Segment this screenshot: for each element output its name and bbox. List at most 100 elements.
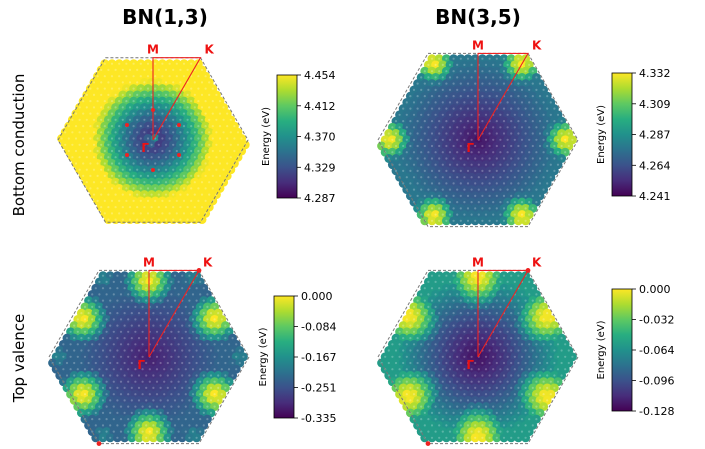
lattice-point	[459, 386, 462, 389]
lattice-point	[538, 324, 542, 327]
lattice-point	[517, 399, 520, 402]
lattice-point	[179, 193, 182, 196]
lattice-point	[466, 132, 470, 135]
lattice-point	[91, 305, 94, 308]
lattice-point	[535, 393, 538, 396]
lattice-point	[164, 156, 168, 159]
lattice-point	[488, 374, 491, 377]
lattice-point	[513, 163, 516, 166]
lattice-point	[119, 330, 123, 333]
lattice-point	[172, 131, 175, 134]
lattice-point	[535, 188, 538, 191]
lattice-point	[202, 399, 205, 402]
lattice-point	[164, 143, 168, 146]
lattice-point	[492, 201, 495, 204]
lattice-point	[463, 88, 466, 91]
lattice-point	[199, 405, 202, 408]
colorbar-tick-label: -0.167	[301, 351, 336, 364]
lattice-point	[420, 405, 423, 408]
lattice-point	[200, 118, 204, 121]
lattice-point	[154, 100, 157, 103]
lattice-point	[470, 355, 473, 358]
lattice-point	[528, 280, 531, 283]
lattice-point	[87, 361, 90, 365]
lattice-point	[141, 293, 144, 296]
lattice-point	[438, 169, 441, 172]
lattice-point	[182, 137, 186, 140]
lattice-point	[398, 113, 401, 116]
lattice-point	[441, 393, 444, 396]
lattice-point	[202, 299, 205, 302]
lattice-point	[420, 138, 423, 141]
lattice-point	[128, 206, 132, 209]
lattice-point	[76, 343, 79, 346]
colorbar-tick-label: 0.000	[301, 290, 333, 303]
gamma-label: Γ	[466, 141, 474, 155]
lattice-point	[204, 149, 207, 153]
lattice-point	[456, 76, 459, 79]
lattice-point	[470, 430, 473, 433]
lattice-point	[168, 199, 171, 202]
lattice-point	[242, 355, 245, 358]
lattice-point	[85, 181, 88, 184]
lattice-point	[213, 405, 216, 408]
lattice-point	[564, 138, 567, 141]
lattice-point	[100, 81, 103, 84]
lattice-point	[78, 156, 81, 159]
lattice-point	[524, 120, 527, 123]
lattice-point	[463, 368, 466, 371]
lattice-point	[423, 132, 426, 135]
colorbar-tick-label: -0.032	[639, 314, 674, 327]
lattice-point	[200, 93, 204, 96]
lattice-point	[89, 149, 92, 153]
lattice-point	[128, 193, 132, 196]
lattice-point	[438, 374, 441, 377]
lattice-point	[181, 312, 184, 315]
lattice-point	[438, 107, 441, 110]
lattice-point	[560, 337, 563, 340]
lattice-point	[64, 143, 67, 146]
lattice-point	[71, 118, 74, 121]
lattice-point	[199, 330, 202, 333]
lattice-point	[495, 120, 498, 123]
lattice-point	[229, 131, 232, 134]
lattice-point	[402, 107, 405, 110]
lattice-point	[191, 330, 195, 333]
column-title: BN(1,3)	[122, 5, 208, 29]
lattice-point	[118, 187, 121, 190]
lattice-point	[423, 144, 426, 148]
valley-marker	[151, 108, 155, 112]
lattice-point	[235, 343, 238, 346]
lattice-point	[441, 213, 444, 216]
lattice-point	[166, 312, 169, 315]
lattice-point	[218, 137, 222, 140]
lattice-point	[517, 374, 520, 377]
lattice-point	[145, 424, 148, 427]
lattice-point	[524, 424, 527, 427]
lattice-point	[118, 212, 121, 215]
lattice-point	[520, 380, 524, 383]
heatmap-cell	[492, 216, 502, 226]
lattice-point	[191, 393, 195, 396]
heatmap-cell	[192, 433, 202, 443]
lattice-point	[470, 213, 473, 216]
lattice-point	[118, 174, 121, 177]
lattice-point	[513, 213, 516, 216]
lattice-point	[430, 120, 434, 123]
lattice-point	[155, 368, 159, 371]
lattice-point	[110, 187, 114, 190]
lattice-point	[423, 182, 426, 185]
lattice-point	[402, 144, 405, 148]
lattice-point	[438, 411, 441, 414]
lattice-point	[492, 213, 495, 216]
lattice-point	[463, 76, 466, 79]
lattice-point	[430, 95, 434, 98]
lattice-point	[125, 174, 128, 177]
colorbar-gradient	[611, 72, 633, 197]
lattice-point	[456, 318, 459, 321]
lattice-point	[229, 156, 232, 159]
lattice-point	[459, 424, 462, 427]
lattice-point	[143, 93, 146, 96]
lattice-point	[524, 411, 527, 414]
